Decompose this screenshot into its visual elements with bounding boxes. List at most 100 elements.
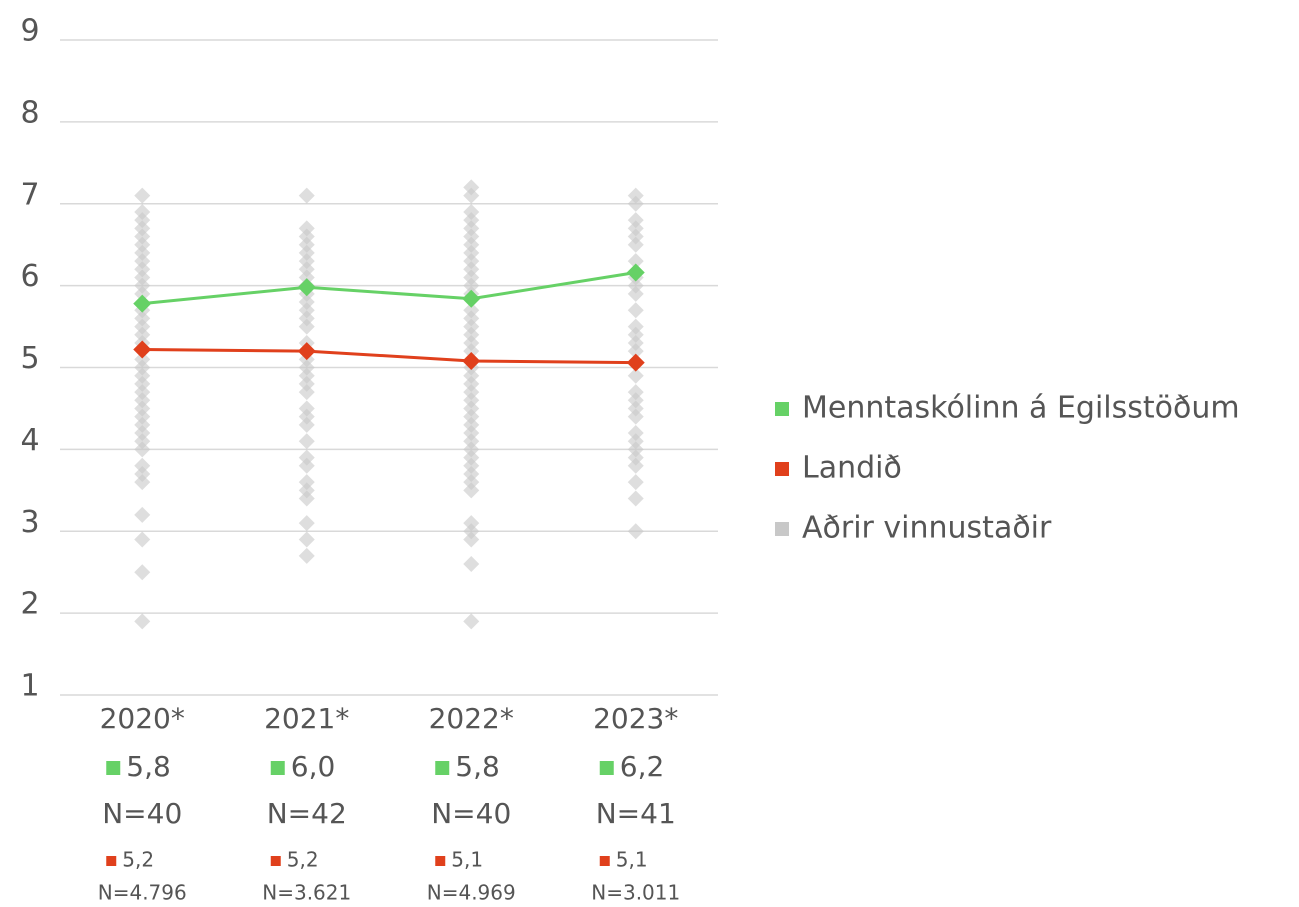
scatter-point: [134, 212, 151, 229]
scatter-point: [298, 310, 315, 327]
y-tick-label: 9: [20, 14, 39, 49]
scatter-point: [134, 277, 151, 294]
scatter-point: [298, 482, 315, 499]
scatter-point: [134, 318, 151, 335]
scatter-point: [298, 416, 315, 433]
scatter-point: [463, 187, 480, 204]
scatter-point: [463, 408, 480, 425]
scatter-point: [134, 506, 151, 523]
scatter-point: [627, 408, 644, 425]
scatter-point: [627, 425, 644, 441]
scatter-point: [134, 326, 151, 343]
scatter-point: [134, 236, 151, 253]
scatter-point: [298, 384, 315, 401]
scatter-point: [134, 564, 151, 581]
scatter-point: [463, 523, 480, 540]
scatter-point: [298, 408, 315, 425]
scatter-point: [298, 400, 315, 417]
legend-swatch: [775, 462, 789, 476]
scatter-point: [463, 228, 480, 245]
scatter-point: [627, 343, 644, 360]
n-label: N=42: [267, 797, 347, 830]
scatter-point: [298, 236, 315, 253]
scatter-point: [463, 474, 480, 491]
line-marker: [462, 351, 481, 370]
scatter-point: [134, 244, 151, 261]
n-label: N=40: [102, 797, 182, 830]
value-label: 6,2: [620, 750, 665, 783]
y-tick-label: 6: [20, 259, 39, 294]
n-label: N=3.011: [591, 881, 680, 905]
scatter-point: [463, 269, 480, 286]
x-tick-label: 2020*: [100, 702, 185, 735]
scatter-point: [627, 392, 644, 409]
scatter-point: [134, 351, 151, 368]
line-marker: [133, 294, 152, 313]
value-label: 5,8: [455, 750, 500, 783]
x-tick-label: 2023*: [593, 702, 678, 735]
scatter-point: [627, 212, 644, 229]
scatter-point: [134, 187, 151, 204]
scatter-point: [627, 367, 644, 384]
scatter-point: [134, 613, 151, 630]
scatter-point: [298, 302, 315, 319]
scatter-point: [134, 392, 151, 409]
value-label-swatch: [106, 856, 117, 866]
scatter-point: [134, 384, 151, 401]
scatter-point: [298, 490, 315, 507]
scatter-point: [134, 441, 151, 458]
scatter-point: [134, 367, 151, 384]
scatter-point: [463, 613, 480, 630]
scatter-point: [463, 244, 480, 261]
scatter-point: [134, 433, 151, 450]
y-tick-label: 8: [20, 95, 39, 130]
y-tick-label: 2: [20, 587, 39, 622]
line-marker: [462, 289, 481, 308]
scatter-point: [463, 220, 480, 237]
scatter-point: [463, 236, 480, 253]
scatter-point: [134, 269, 151, 286]
scatter-point: [134, 425, 151, 441]
scatter-point: [627, 236, 644, 253]
scatter-point: [298, 220, 315, 237]
scatter-point: [298, 531, 315, 548]
scatter-point: [134, 220, 151, 237]
value-label: 5,8: [126, 750, 171, 783]
scatter-point: [298, 187, 315, 204]
x-tick-label: 2021*: [264, 702, 349, 735]
value-label: 5,1: [616, 848, 648, 872]
scatter-point: [627, 277, 644, 294]
series-line: [142, 347, 636, 365]
n-label: N=4.969: [427, 881, 516, 905]
scatter-point: [298, 367, 315, 384]
value-label-swatch: [270, 856, 281, 866]
legend-label: Menntaskólinn á Egilsstöðum: [802, 391, 1240, 426]
value-label-swatch: [435, 856, 446, 866]
value-label-swatch: [435, 761, 450, 775]
scatter-point: [134, 408, 151, 425]
value-label-swatch: [599, 856, 610, 866]
scatter-point: [298, 547, 315, 564]
scatter-point: [134, 261, 151, 278]
line-marker: [297, 342, 316, 361]
legend-swatch: [775, 522, 789, 536]
scatter-point: [627, 400, 644, 417]
scatter-point: [298, 457, 315, 474]
scatter-point: [627, 187, 644, 204]
scatter-point: [298, 375, 315, 392]
scatter-point: [463, 318, 480, 335]
scatter-point: [134, 285, 151, 302]
scatter-point: [627, 220, 644, 237]
legend-label: Landið: [802, 451, 902, 486]
scatter-point: [463, 531, 480, 548]
scatter-point: [463, 261, 480, 278]
scatter-point: [627, 449, 644, 466]
scatter-point: [134, 359, 151, 376]
scatter-point: [463, 400, 480, 417]
scatter-point: [463, 367, 480, 384]
value-label-swatch: [599, 761, 614, 775]
scatter-point: [463, 277, 480, 294]
scatter-point: [463, 425, 480, 441]
